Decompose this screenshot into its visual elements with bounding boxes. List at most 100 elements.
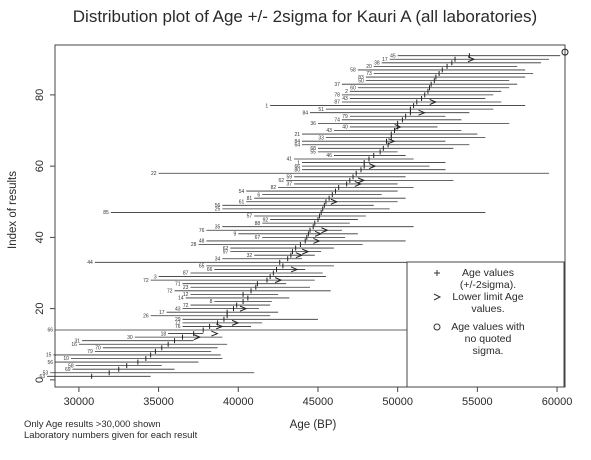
lab-number-label: 65 (199, 264, 205, 270)
lab-number-label: 36 (310, 121, 316, 127)
lab-number-label: 46 (326, 153, 332, 159)
lab-number-label: 38 (374, 61, 380, 67)
lower-limit-marker (357, 177, 366, 184)
lower-limit-marker (354, 180, 363, 187)
lab-number-label: 29 (175, 317, 181, 323)
x-axis-label: Age (BP) (290, 419, 337, 431)
legend-entry-line: Lower limit Age (452, 291, 523, 303)
lab-number-label: 87 (334, 100, 340, 106)
lab-number-label: 14 (178, 296, 184, 302)
lab-number-label: 60 (350, 85, 356, 91)
lab-number-label: 73 (366, 71, 372, 77)
lab-number-label: 68 (310, 146, 316, 152)
lower-limit-marker (295, 252, 304, 259)
lab-number-label: 58 (68, 363, 74, 369)
lab-number-label: 1 (297, 160, 300, 166)
lab-number-label: 70 (95, 346, 101, 352)
lab-number-label: 88 (255, 221, 261, 227)
lab-number-label: 82 (271, 185, 277, 191)
lab-number-label: 18 (161, 331, 167, 337)
legend-entry-line: (+/-2sigma). (460, 279, 516, 291)
lab-number-label: 66 (47, 328, 53, 334)
lab-number-label: 30 (127, 335, 133, 341)
lab-number-label: 72 (143, 278, 149, 284)
lab-number-label: 43 (342, 96, 348, 102)
lab-number-label: 37 (334, 82, 340, 88)
lab-number-label: 54 (239, 189, 245, 195)
legend-entry-line: values. (471, 303, 504, 315)
lab-number-label: 62 (279, 178, 285, 184)
legend-entry-label: Age values with no quoted sigma. (451, 321, 525, 357)
no-sigma-marker (561, 48, 569, 56)
lab-number-label: 77 (175, 321, 181, 327)
lab-number-label: 72 (183, 303, 189, 309)
lower-limit-marker (239, 305, 248, 312)
legend-entry-label: Lower limit Age values. (452, 291, 523, 315)
lab-number-label: 48 (199, 239, 205, 245)
legend-entry-line: Age values with (451, 321, 525, 333)
lab-number-label: 72 (167, 289, 173, 295)
lab-number-label: 85 (103, 210, 109, 216)
legend-entry-line: Age values (462, 267, 514, 279)
lab-number-label: 6 (257, 192, 260, 198)
legend-entry-line: no quoted (465, 333, 512, 345)
lower-limit-marker (388, 138, 396, 145)
lab-number-label: 79 (342, 114, 348, 120)
lower-limit-marker (330, 198, 339, 205)
y-tick-label: 40 (34, 231, 46, 243)
lab-number-label: 10 (63, 356, 69, 362)
chart-title: Distribution plot of Age +/- 2sigma for … (73, 7, 537, 26)
lower-limit-marker (418, 109, 426, 116)
lab-number-label: 67 (255, 235, 261, 241)
lower-limit-marker (467, 56, 476, 63)
plot-frame (54, 44, 566, 388)
lab-number-label: 35 (215, 224, 221, 230)
lower-limit-marker (321, 227, 329, 234)
lower-limit-marker (314, 230, 323, 237)
lower-limit-marker (231, 319, 240, 326)
lab-number-label: 28 (191, 242, 197, 248)
data-series: 6353695856101579701631301866767729261743… (39, 48, 569, 380)
lab-number-label: 80 (294, 167, 300, 173)
lab-number-label: 58 (350, 68, 356, 74)
lab-number-label: 22 (151, 171, 157, 177)
lab-number-label: 8 (210, 299, 213, 305)
lower-limit-marker (429, 99, 438, 105)
lab-number-label: 64 (294, 142, 300, 148)
legend-entry-line: sigma. (473, 345, 504, 357)
lab-number-label: 37 (287, 182, 293, 188)
lab-number-label: 43 (326, 128, 332, 134)
lab-number-label: 53 (43, 370, 49, 376)
lab-number-label: 97 (223, 249, 229, 255)
lab-number-label: 16 (71, 342, 77, 348)
legend-box (406, 261, 565, 388)
lab-number-label: 84 (294, 139, 300, 145)
lab-number-label: 62 (223, 246, 229, 252)
lab-number-label: 1 (265, 103, 268, 109)
x-tick-label: 45000 (303, 396, 334, 408)
lab-number-label: 76 (175, 324, 181, 330)
legend-entry-label: Age values (+/-2sigma). (460, 267, 516, 291)
lab-number-label: 9 (234, 232, 237, 238)
lab-number-label: 56 (215, 203, 221, 209)
lab-number-label: 26 (143, 313, 149, 319)
lab-number-label: 84 (302, 110, 308, 116)
x-tick-label: 35000 (143, 396, 174, 408)
x-tick-label: 40000 (223, 396, 254, 408)
lab-number-label: 25 (215, 207, 221, 213)
lab-number-label: 2 (345, 89, 348, 95)
legend-chevron-symbol (433, 293, 442, 301)
lab-number-label: 76 (199, 228, 205, 234)
lab-number-label: 17 (159, 310, 165, 316)
lab-number-label: 45 (390, 53, 396, 59)
y-tick-label: 20 (34, 303, 46, 315)
lab-number-label: 34 (215, 256, 221, 262)
lab-number-label: 69 (65, 367, 71, 373)
lab-number-label: 66 (294, 164, 300, 170)
y-axis-label: Index of results (7, 171, 19, 249)
lab-number-label: 83 (358, 75, 364, 81)
lab-number-label: 92 (263, 217, 269, 223)
lower-limit-marker (215, 323, 224, 330)
lab-number-label: 56 (47, 360, 53, 366)
